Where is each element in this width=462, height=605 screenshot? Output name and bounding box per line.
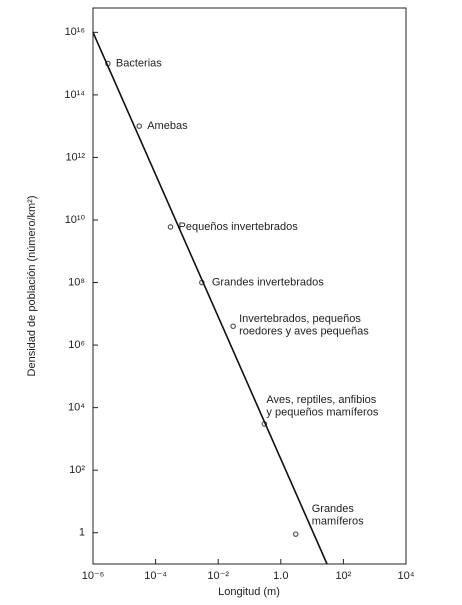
x-tick-label: 1.0 [273,570,288,582]
x-tick-label: 10² [335,570,351,582]
x-tick-label: 10⁻² [207,570,229,582]
y-tick-label: 10⁶ [68,339,85,351]
data-point [292,531,299,537]
x-axis-label: Longitud (m) [218,586,280,598]
plot-frame [92,7,407,565]
point-label: Amebas [147,120,188,132]
x-tick-label: 10⁻⁴ [144,570,167,582]
point-label: Bacterias [116,58,162,70]
point-label: roedores y aves pequeñas [239,326,369,338]
y-tick-label: 10¹⁴ [64,89,85,101]
point-label: Grandes [312,503,355,515]
point-label: mamíferos [312,516,364,528]
point-label: Grandes invertebrados [212,276,324,288]
point-label: Aves, reptiles, anfibios [266,394,376,406]
point-label: Invertebrados, pequeños [239,313,361,325]
data-point [230,323,236,330]
fit-line [92,32,328,565]
y-tick-label: 10⁴ [68,402,85,414]
y-tick-label: 10¹² [65,151,85,163]
y-tick-label: 1 [79,527,85,539]
y-tick-label: 10¹⁰ [65,214,86,226]
y-tick-label: 10⁸ [68,276,85,288]
y-tick-label: 10² [69,464,85,476]
point-label: y pequeños mamíferos [266,406,378,418]
point-label: Pequeños invertebrados [179,221,299,233]
y-axis-label: Densidad de población (número/km²) [26,196,38,377]
x-tick-label: 10⁴ [398,570,415,582]
data-point [167,224,174,230]
x-tick-label: 10⁻⁶ [82,570,105,582]
data-point [136,123,143,129]
y-tick-label: 10¹⁶ [65,26,85,38]
